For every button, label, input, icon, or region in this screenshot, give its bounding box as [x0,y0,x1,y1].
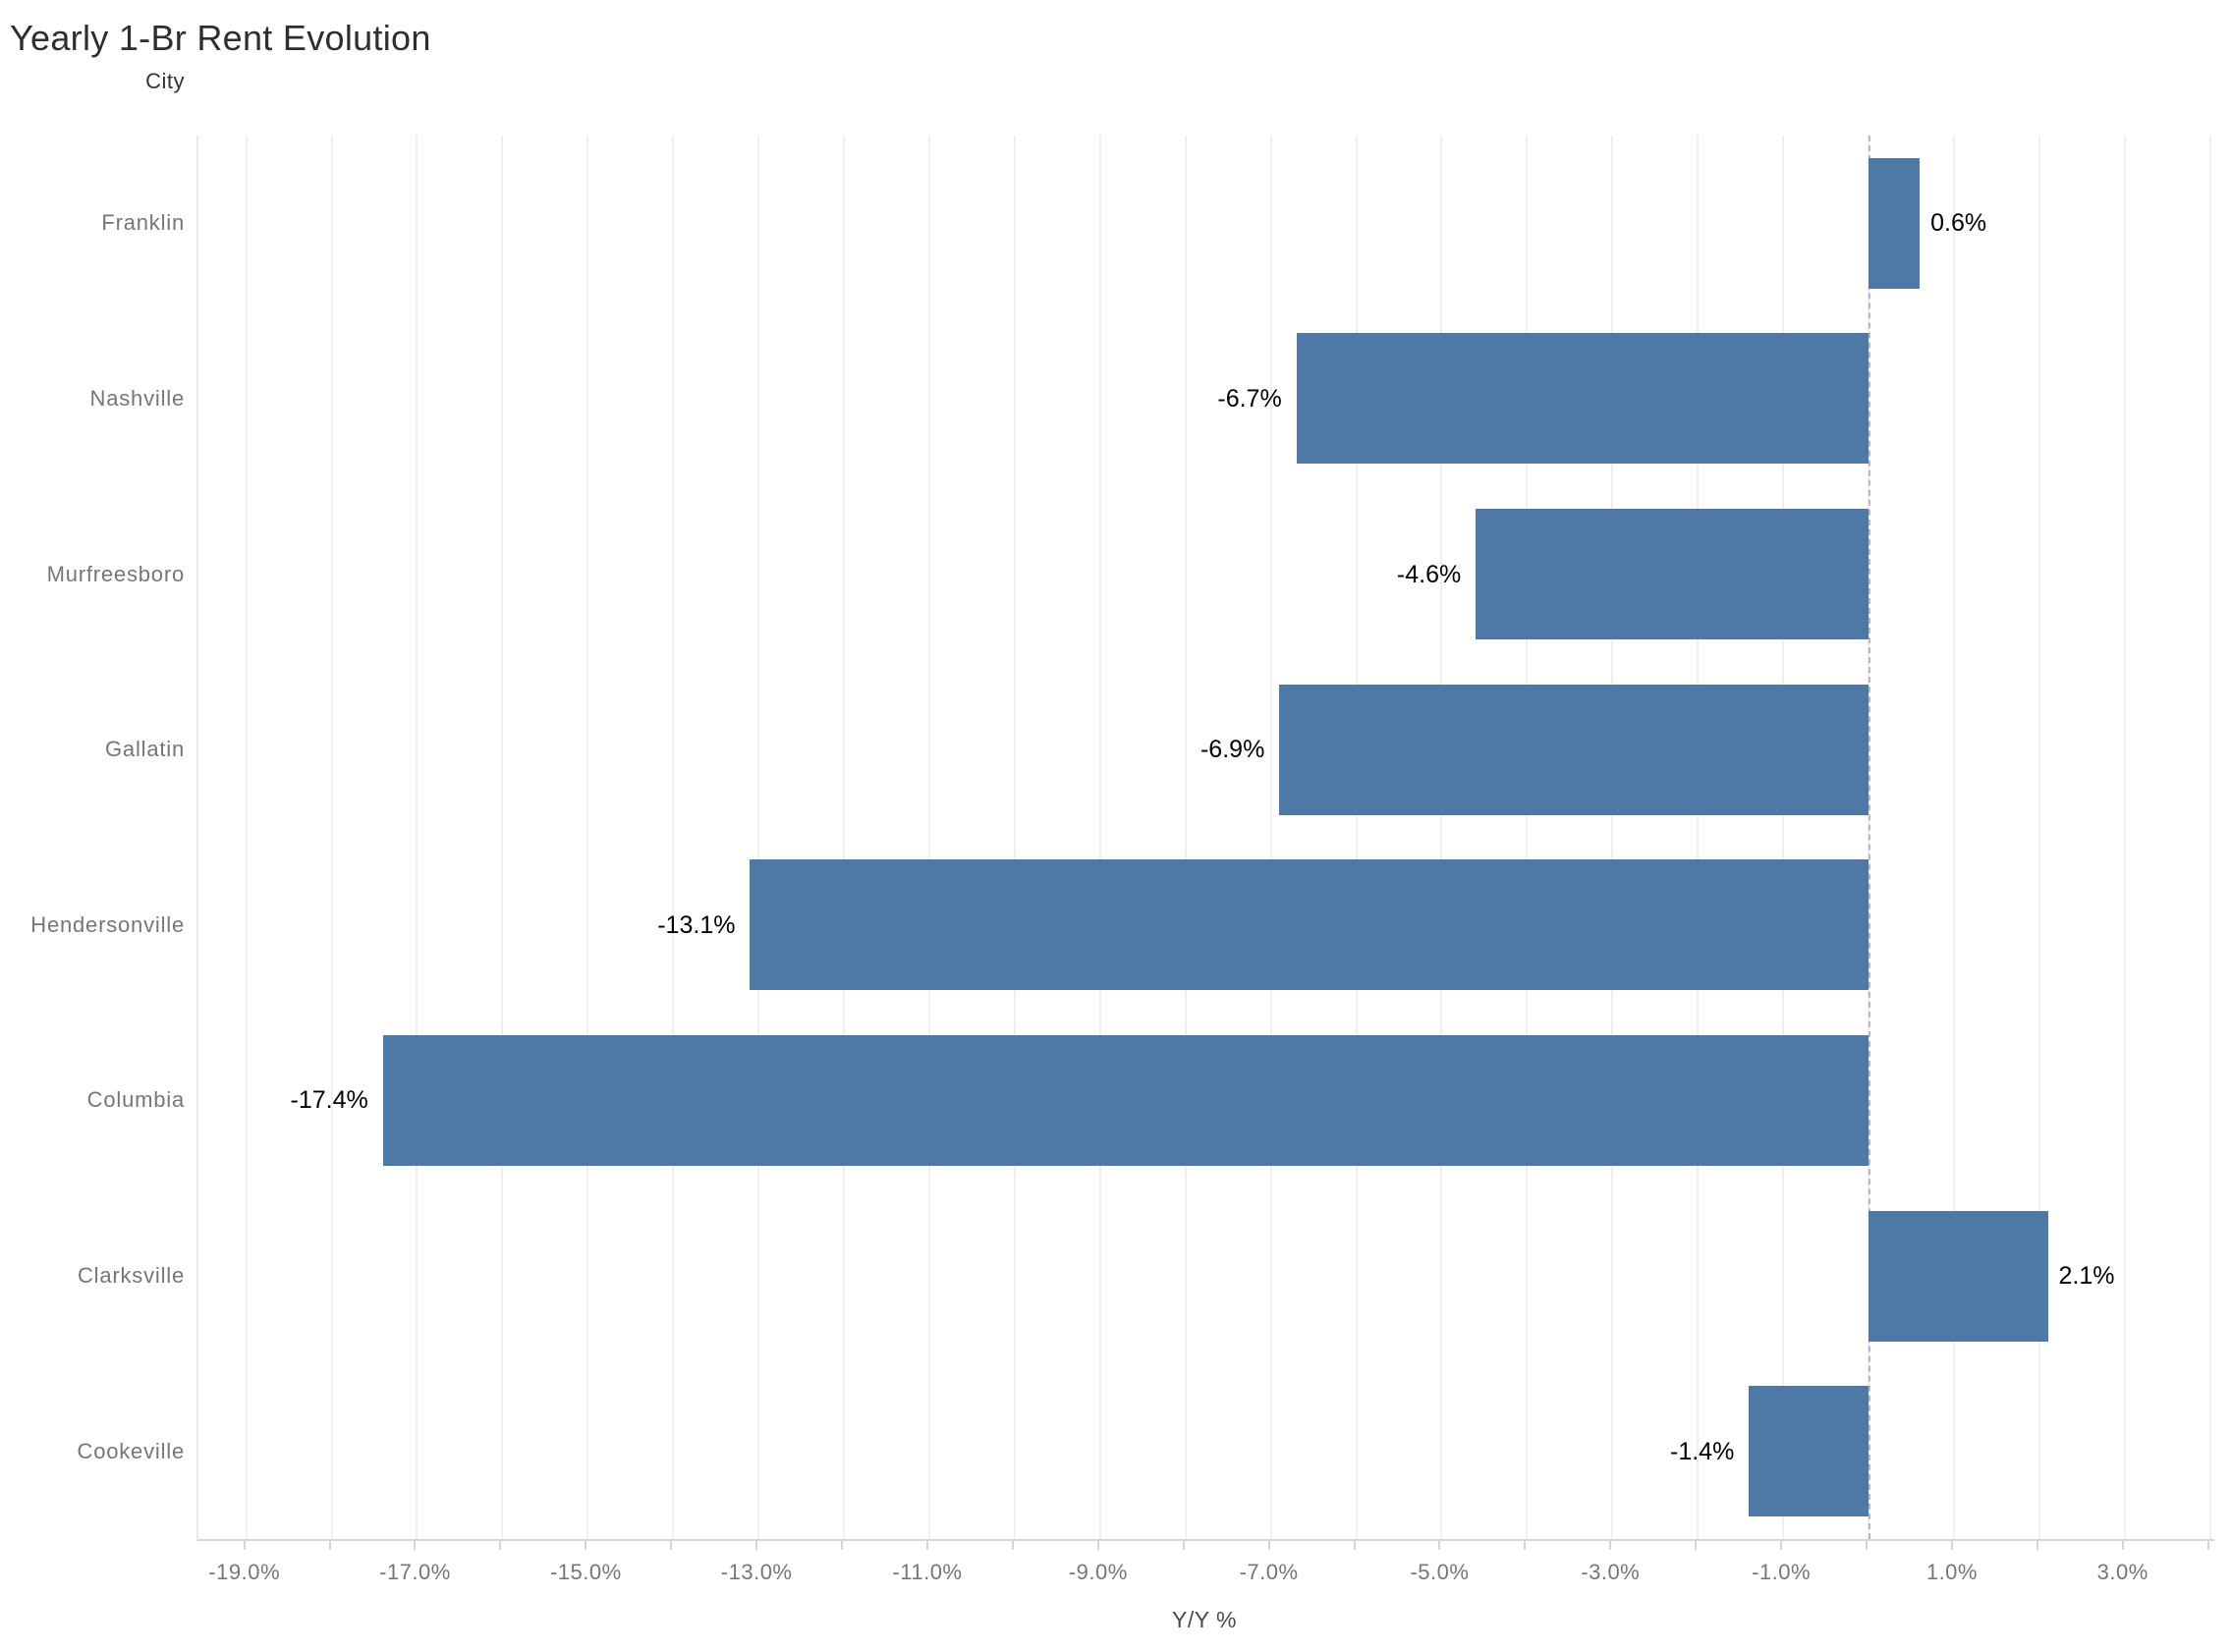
gridline [1697,136,1700,1539]
x-axis-tick-mark [670,1541,673,1550]
x-axis-tick-label: -11.0% [892,1560,963,1584]
x-axis-tick-mark [1011,1541,1014,1550]
gridline [245,136,248,1539]
x-axis-tick-mark [1524,1541,1527,1550]
x-axis-tick-mark [1096,1541,1099,1550]
bar-value-label: -17.4% [290,1086,368,1114]
x-axis-tick-label: -19.0% [208,1560,281,1584]
gridline [501,136,504,1539]
x-axis-tick-mark [1866,1541,1868,1550]
y-axis-tick-label: Gallatin [105,737,185,761]
x-axis-tick-mark [414,1541,417,1550]
gridline [330,136,333,1539]
x-axis-tick-label: -5.0% [1410,1560,1470,1584]
gridline [1269,136,1272,1539]
x-axis-tick-mark [1182,1541,1185,1550]
bar[interactable] [1476,509,1869,639]
x-axis-tick-mark [1695,1541,1698,1550]
bar[interactable] [750,859,1869,990]
gridline [2208,136,2211,1539]
x-axis-tick-mark [1609,1541,1612,1550]
x-axis-tick-mark [585,1541,587,1550]
chart-title: Yearly 1-Br Rent Evolution [10,18,431,58]
x-axis-tick-mark [1950,1541,1953,1550]
bar-value-label: -6.7% [1217,385,1282,413]
bar[interactable] [1749,1386,1869,1516]
y-axis-field-label: City [145,69,185,93]
x-axis-tick-label: 1.0% [1925,1560,1978,1584]
gridline [1098,136,1101,1539]
gridline [1782,136,1785,1539]
bar-value-label: -4.6% [1396,561,1462,588]
x-axis-tick-mark [2036,1541,2038,1550]
bar[interactable] [1869,158,1921,289]
x-axis-tick-mark [1780,1541,1783,1550]
gridline [1526,136,1529,1539]
gridline [672,136,675,1539]
x-axis-tick-mark [841,1541,844,1550]
gridline [1355,136,1358,1539]
bar[interactable] [1279,685,1869,815]
bar-value-label: -6.9% [1200,736,1265,763]
zero-reference-line [1869,136,1870,1539]
x-axis-tick-label: -3.0% [1581,1560,1641,1584]
y-axis-tick-label: Franklin [101,210,185,235]
y-axis-tick-label: Columbia [86,1087,185,1112]
x-axis-tick-label: -9.0% [1068,1560,1128,1584]
x-axis-tick-mark [2206,1541,2209,1550]
x-axis-tick-label: -15.0% [549,1560,622,1584]
x-axis-tick-label: -1.0% [1752,1560,1812,1584]
bar-value-label: -13.1% [657,911,736,939]
x-axis-tick-mark [755,1541,758,1550]
y-axis-tick-label: Hendersonville [30,912,185,937]
bar-value-label: -1.4% [1670,1438,1735,1465]
bar-value-label: 2.1% [2058,1262,2115,1290]
x-axis-tick-label: -17.0% [379,1560,451,1584]
gridline [1952,136,1955,1539]
x-axis-tick-mark [2121,1541,2124,1550]
x-axis-tick-mark [499,1541,502,1550]
gridline [1184,136,1187,1539]
y-axis-tick-label: Clarksville [77,1263,185,1288]
x-axis-tick-label: -7.0% [1239,1560,1299,1584]
x-axis-tick-mark [1353,1541,1356,1550]
gridline [2123,136,2126,1539]
y-axis-tick-label: Nashville [89,386,185,411]
x-axis-tick-mark [243,1541,246,1550]
gridline [927,136,930,1539]
plot-area [196,136,2214,1541]
y-axis-tick-label: Murfreesboro [46,562,185,586]
gridline [843,136,846,1539]
gridline [2037,136,2040,1539]
x-axis-tick-mark [1267,1541,1270,1550]
x-axis-tick-label: 3.0% [2096,1560,2148,1584]
y-axis-tick-label: Cookeville [77,1439,185,1463]
bar[interactable] [1869,1211,2048,1342]
x-axis-tick-mark [1438,1541,1441,1550]
bar-value-label: 0.6% [1930,209,1987,237]
x-axis-tick-mark [328,1541,331,1550]
x-axis-title: Y/Y % [1172,1607,1237,1632]
bar[interactable] [382,1035,1869,1166]
gridline [586,136,589,1539]
gridline [1440,136,1443,1539]
x-axis-tick-label: -13.0% [720,1560,793,1584]
gridline [757,136,760,1539]
bar[interactable] [1296,333,1869,464]
x-axis-tick-mark [925,1541,928,1550]
gridline [416,136,418,1539]
gridline [1013,136,1016,1539]
gridline [1611,136,1614,1539]
